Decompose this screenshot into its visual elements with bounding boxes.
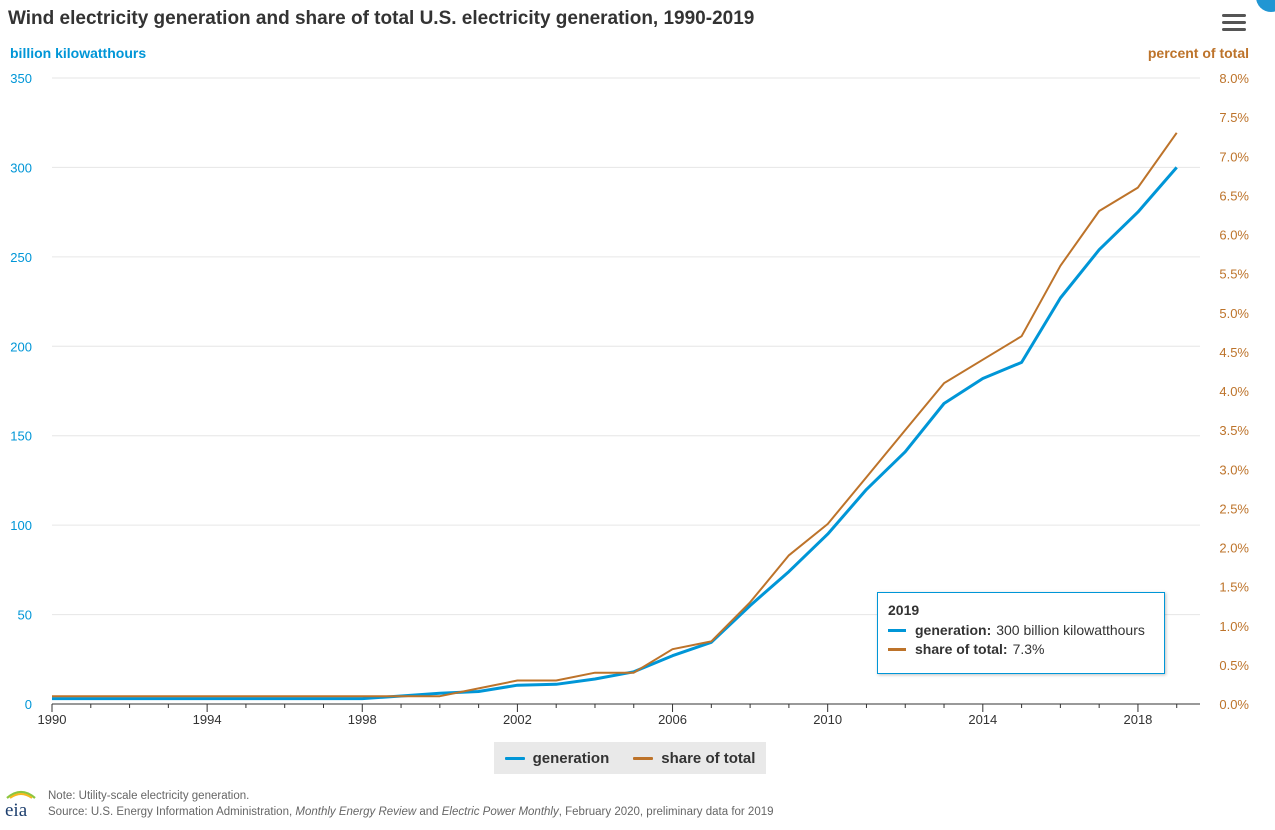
tooltip-share-value: 7.3% — [1012, 641, 1045, 657]
right-axis-title: percent of total — [1147, 45, 1249, 61]
tooltip-share-row: share of total: 7.3% — [888, 641, 1154, 657]
legend-label-generation: generation — [532, 749, 610, 767]
right-tick-label: 7.0% — [1219, 149, 1249, 164]
right-tick-label: 2.5% — [1219, 501, 1249, 516]
right-tick-label: 4.5% — [1219, 345, 1249, 360]
left-tick-label: 50 — [18, 608, 32, 623]
footer-note: Note: Utility-scale electricity generati… — [48, 790, 250, 802]
right-tick-label: 5.5% — [1219, 267, 1249, 282]
left-tick-label: 150 — [10, 429, 32, 444]
tooltip-generation-label: generation: — [915, 622, 992, 638]
legend-item-generation[interactable]: generation — [504, 749, 610, 767]
x-tick-label: 2014 — [968, 712, 997, 727]
right-tick-label: 6.5% — [1219, 188, 1249, 203]
right-tick-label: 5.0% — [1219, 306, 1249, 321]
tooltip-generation-row: generation: 300 billion kilowatthours — [888, 622, 1154, 638]
left-axis-ticks: 0 50 100 150 200 250 300 350 — [10, 71, 32, 712]
tooltip-share-label: share of total: — [915, 641, 1008, 657]
x-tick-label: 2010 — [813, 712, 842, 727]
data-tooltip: 2019 generation: 300 billion kilowatthou… — [877, 592, 1165, 674]
chart-legend: generation share of total — [494, 742, 766, 774]
footer-source-and: and — [416, 806, 442, 818]
left-axis-title: billion kilowatthours — [10, 45, 147, 61]
left-tick-label: 0 — [25, 697, 32, 712]
right-tick-label: 1.0% — [1219, 619, 1249, 634]
share-of-total-line — [52, 132, 1178, 698]
legend-swatch-share — [633, 756, 654, 760]
right-tick-label: 0.5% — [1219, 658, 1249, 673]
right-tick-label: 8.0% — [1219, 71, 1249, 86]
eia-logo-icon: eia — [5, 790, 36, 820]
series-lines — [52, 132, 1178, 701]
left-tick-label: 100 — [10, 518, 32, 533]
right-axis-ticks: 0.0% 0.5% 1.0% 1.5% 2.0% 2.5% 3.0% 3.5% 4.0% 4.5%… — [1219, 71, 1249, 712]
right-tick-label: 3.0% — [1219, 462, 1249, 477]
left-tick-label: 350 — [10, 71, 32, 86]
chart-footer: Note: Utility-scale electricity generati… — [48, 788, 774, 820]
right-tick-label: 2.0% — [1219, 541, 1249, 556]
right-tick-label: 1.5% — [1219, 580, 1249, 595]
generation-line — [52, 166, 1178, 701]
right-tick-label: 3.5% — [1219, 423, 1249, 438]
right-tick-label: 0.0% — [1219, 697, 1249, 712]
left-tick-label: 250 — [10, 250, 32, 265]
footer-source: Source: U.S. Energy Information Administ… — [48, 804, 774, 820]
x-tick-label: 1994 — [193, 712, 222, 727]
footer-source-prefix: Source: U.S. Energy Information Administ… — [48, 806, 296, 818]
left-tick-label: 200 — [10, 339, 32, 354]
legend-swatch-generation — [504, 756, 525, 760]
chart-title: Wind electricity generation and share of… — [8, 8, 755, 29]
x-tick-label: 2002 — [503, 712, 532, 727]
left-tick-label: 300 — [10, 160, 32, 175]
legend-item-share[interactable]: share of total — [633, 750, 755, 767]
x-tick-label: 2006 — [658, 712, 687, 727]
right-tick-label: 7.5% — [1219, 110, 1249, 125]
footer-source-title-1: Monthly Energy Review — [295, 806, 417, 818]
eia-logo-text: eia — [5, 800, 28, 820]
footer-source-suffix: , February 2020, preliminary data for 20… — [558, 806, 774, 818]
tooltip-generation-value: 300 billion kilowatthours — [996, 622, 1145, 638]
x-tick-label: 2018 — [1123, 712, 1152, 727]
tooltip-year: 2019 — [888, 602, 920, 618]
legend-label-share: share of total — [661, 749, 756, 767]
x-axis: 1990 1994 1998 2002 2006 2010 2014 2018 — [38, 703, 1200, 727]
tooltip-generation-swatch — [888, 628, 906, 632]
x-tick-label: 1990 — [38, 712, 67, 727]
hamburger-menu-icon[interactable] — [1222, 14, 1246, 36]
right-tick-label: 4.0% — [1219, 384, 1249, 399]
tooltip-share-swatch — [888, 647, 906, 651]
footer-source-title-2: Electric Power Monthly — [441, 806, 559, 818]
right-tick-label: 6.0% — [1219, 228, 1249, 243]
x-tick-label: 1998 — [348, 712, 377, 727]
gridlines — [52, 77, 1200, 616]
